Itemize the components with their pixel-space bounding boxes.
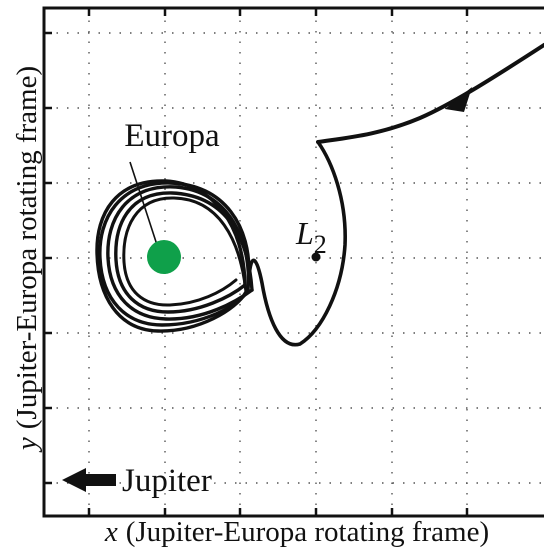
l2-label: L2 [295, 215, 327, 259]
trajectory-capture-loop [95, 179, 248, 333]
grid [46, 10, 544, 514]
direction-arrow-icon [445, 87, 472, 112]
trajectory-l2-swing [247, 140, 347, 347]
y-axis-variable: y [11, 437, 43, 453]
plot-border [42, 6, 544, 518]
l2-label-subscript: 2 [314, 230, 327, 259]
l2-label-letter: L [295, 215, 314, 251]
y-axis-text: (Jupiter-Europa rotating frame) [11, 66, 43, 429]
trajectory-capture-loop [106, 185, 254, 321]
europa-marker [147, 240, 181, 274]
x-axis-label: x (Jupiter-Europa rotating frame) [104, 516, 489, 548]
x-axis-text: (Jupiter-Europa rotating frame) [126, 516, 489, 548]
y-axis-label: y (Jupiter-Europa rotating frame) [11, 66, 43, 453]
trajectory-capture-loop [122, 196, 248, 307]
left-arrow-icon [62, 468, 116, 492]
trajectory [95, 43, 544, 347]
jupiter-label: Jupiter [122, 463, 212, 499]
tick-marks [44, 8, 469, 516]
trajectory-incoming-arc [316, 43, 544, 144]
x-axis-variable: x [104, 516, 118, 548]
l2-point [311, 252, 321, 262]
plot-frame [42, 6, 544, 518]
europa-label: Europa [124, 118, 220, 154]
europa-leader-line [129, 161, 159, 249]
trajectory-capture-loop [98, 181, 251, 327]
